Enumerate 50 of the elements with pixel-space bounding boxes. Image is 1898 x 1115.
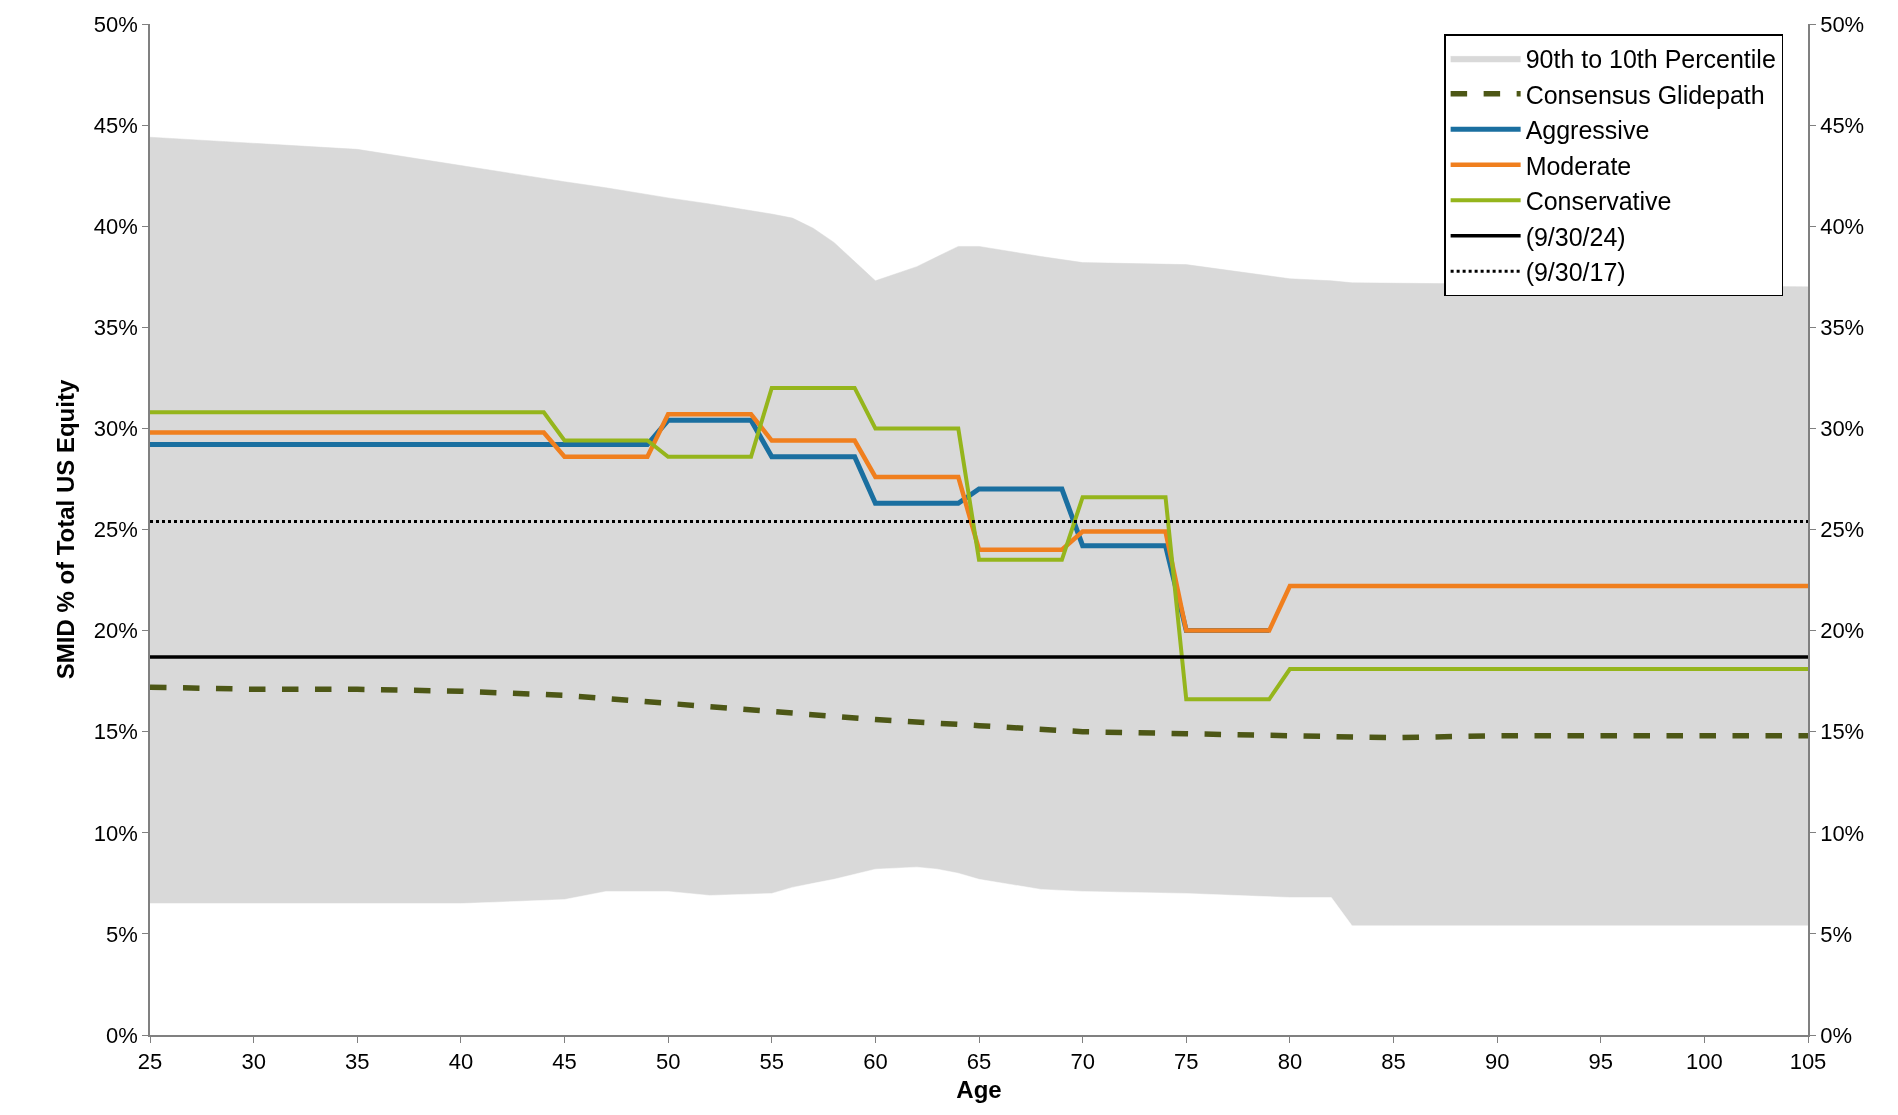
y-tick-label: 25% [93, 517, 138, 543]
x-axis-title: Age [956, 1075, 1002, 1103]
y2-tick-label: 15% [1820, 719, 1865, 745]
legend-label: Aggressive [1525, 116, 1650, 145]
y-tick-label: 15% [93, 719, 138, 745]
x-tick-label: 85 [1381, 1049, 1406, 1075]
y-tick-label: 5% [106, 921, 138, 947]
x-tick-label: 40 [448, 1049, 474, 1075]
x-tick-label: 45 [552, 1049, 577, 1075]
legend-label: (9/30/24) [1525, 222, 1626, 251]
legend-label: Consensus Glidepath [1525, 80, 1765, 109]
y2-tick-label: 25% [1820, 517, 1865, 543]
y-tick-label: 35% [93, 315, 138, 340]
y-tick-label: 45% [93, 112, 138, 138]
x-tick-label: 60 [863, 1049, 888, 1075]
legend-label: 90th to 10th Percentile [1525, 45, 1776, 74]
y2-tick-label: 20% [1820, 618, 1865, 644]
y-axis-title: SMID % of Total US Equity [52, 379, 80, 680]
legend-label: Conservative [1525, 187, 1672, 216]
x-tick-label: 70 [1070, 1049, 1095, 1075]
legend-label: Moderate [1525, 151, 1632, 180]
x-tick-label: 30 [241, 1049, 266, 1075]
x-tick-label: 55 [759, 1049, 784, 1075]
x-tick-label: 75 [1174, 1049, 1199, 1075]
y2-tick-label: 5% [1820, 921, 1852, 947]
y2-tick-label: 50% [1820, 11, 1865, 37]
y-tick-label: 0% [106, 1022, 138, 1048]
x-tick-label: 105 [1789, 1049, 1827, 1075]
x-tick-label: 65 [966, 1049, 992, 1075]
y2-tick-label: 10% [1820, 820, 1865, 846]
y-tick-label: 50% [93, 11, 138, 37]
y2-tick-label: 0% [1820, 1022, 1852, 1048]
y-tick-label: 10% [93, 820, 138, 846]
x-tick-label: 25 [137, 1049, 163, 1075]
y2-tick-label: 35% [1820, 315, 1865, 340]
y-tick-label: 30% [93, 416, 138, 442]
x-tick-label: 90 [1484, 1049, 1510, 1075]
y2-tick-label: 45% [1820, 112, 1865, 138]
x-tick-label: 50 [655, 1049, 681, 1075]
y-tick-label: 40% [93, 213, 138, 239]
x-tick-label: 100 [1686, 1049, 1723, 1075]
y-tick-label: 20% [93, 618, 138, 644]
y2-tick-label: 40% [1820, 213, 1865, 239]
x-tick-label: 80 [1277, 1049, 1303, 1075]
x-tick-label: 35 [345, 1049, 370, 1075]
legend-label: (9/30/17) [1525, 258, 1626, 287]
line-series [150, 385, 1808, 702]
y2-tick-label: 30% [1820, 416, 1865, 442]
x-tick-label: 95 [1588, 1049, 1613, 1075]
line-series [150, 412, 1808, 633]
